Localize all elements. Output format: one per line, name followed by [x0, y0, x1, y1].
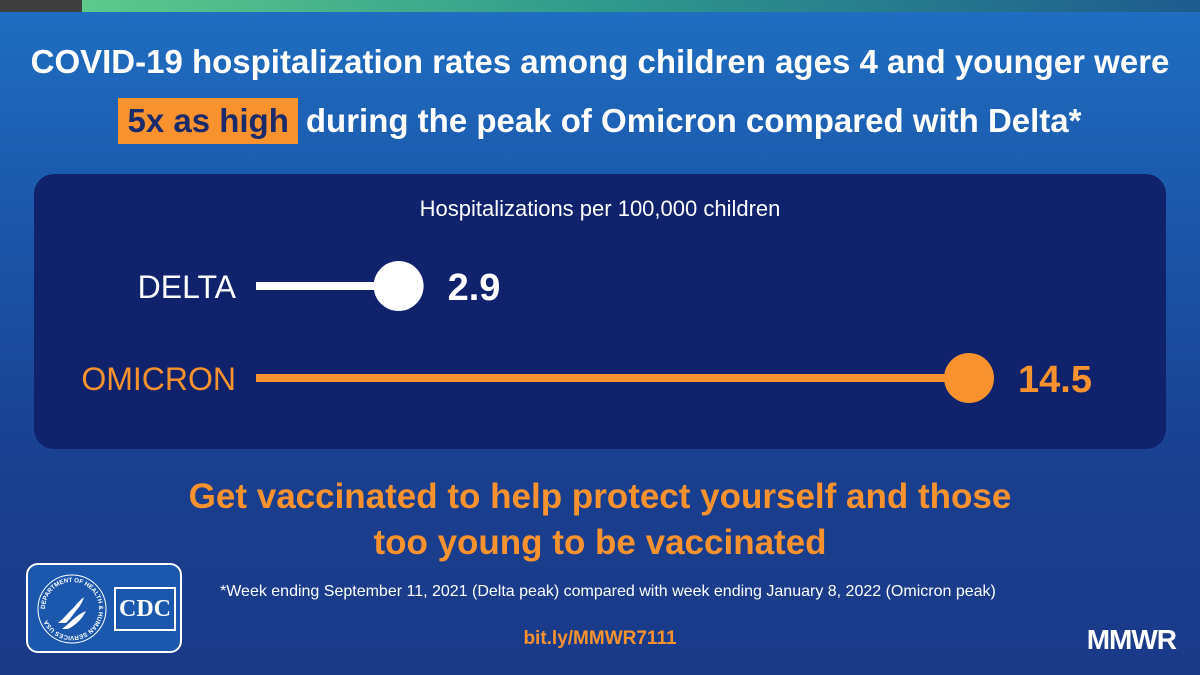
category-label-omicron: OMICRON: [81, 361, 236, 397]
headline-line2-rest: during the peak of Omicron compared with…: [305, 102, 1082, 139]
value-label-omicron: 14.5: [1018, 359, 1092, 401]
chart-subtitle: Hospitalizations per 100,000 children: [419, 196, 781, 221]
lollipop-chart: DELTA 2.9 OMICRON 14.5: [81, 261, 1092, 403]
hhs-cdc-logo: DEPARTMENT OF HEALTH & HUMAN SERVICES US…: [26, 563, 182, 653]
cdc-logo: CDC: [114, 587, 176, 631]
headline-highlight: 5x as high: [118, 98, 298, 144]
category-label-delta: DELTA: [138, 269, 237, 305]
value-label-delta: 2.9: [448, 267, 501, 309]
call-to-action: Get vaccinated to help protect yourself …: [0, 474, 1200, 566]
hhs-seal-icon: DEPARTMENT OF HEALTH & HUMAN SERVICES US…: [37, 574, 107, 644]
top-accent-bar: [0, 0, 1200, 12]
headline: COVID-19 hospitalization rates among chi…: [0, 40, 1200, 144]
headline-line1: COVID-19 hospitalization rates among chi…: [30, 43, 1170, 80]
bar-endpoint-delta: [373, 261, 424, 311]
bar-endpoint-omicron: [944, 353, 994, 403]
footnote: *Week ending September 11, 2021 (Delta p…: [220, 583, 996, 600]
mmwr-link[interactable]: bit.ly/MMWR7111: [523, 628, 677, 649]
cta-line1: Get vaccinated to help protect yourself …: [188, 477, 1012, 516]
chart-panel: Hospitalizations per 100,000 children DE…: [34, 174, 1166, 449]
cta-line2: too young to be vaccinated: [373, 523, 827, 562]
mmwr-brand: MMWR: [1086, 624, 1177, 655]
headline-line2: 5x as high during the peak of Omicron com…: [0, 98, 1200, 144]
